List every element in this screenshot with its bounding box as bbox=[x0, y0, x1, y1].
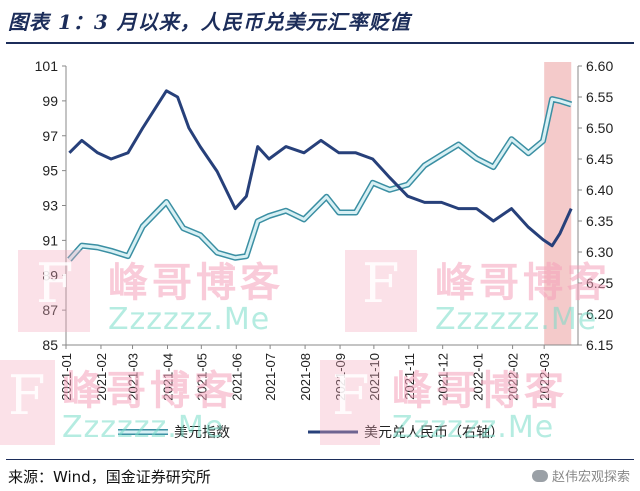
right-tick-label: 6.20 bbox=[586, 306, 613, 322]
right-tick-label: 6.55 bbox=[586, 89, 613, 105]
bottom-rule bbox=[6, 459, 634, 460]
x-tick-label: 2021-12 bbox=[436, 353, 451, 401]
right-tick-label: 6.15 bbox=[586, 337, 613, 353]
x-tick-label: 2022-01 bbox=[471, 353, 486, 401]
x-tick-label: 2021-06 bbox=[229, 353, 244, 401]
chart: 85 87 89 91 93 95 97 99 101 6.15 6.20 6.25 6.30 6.35 6… bbox=[35, 58, 614, 441]
wechat-icon bbox=[531, 469, 548, 482]
x-tick-label: 2021-05 bbox=[194, 353, 209, 401]
right-tick-label: 6.60 bbox=[586, 58, 613, 74]
corner-label: 赵伟宏观探索 bbox=[531, 466, 630, 485]
left-tick-label: 97 bbox=[42, 128, 58, 144]
usd-cny-line bbox=[68, 89, 573, 248]
legend-label-usd-cny: 美元兑人民币（右轴） bbox=[364, 425, 504, 441]
x-tick-label: 2022-02 bbox=[506, 353, 521, 401]
usd-index-line bbox=[68, 97, 572, 261]
source-note: 来源：Wind，国金证券研究所 bbox=[8, 468, 211, 486]
chart-title: 图表 1：3 月以来，人民币兑美元汇率贬值 bbox=[8, 10, 411, 34]
x-tick-label: 2021-11 bbox=[402, 353, 417, 400]
right-tick-label: 6.40 bbox=[586, 182, 613, 198]
right-tick-label: 6.50 bbox=[586, 120, 613, 136]
right-tick-label: 6.35 bbox=[586, 213, 613, 229]
right-tick-label: 6.30 bbox=[586, 244, 613, 260]
x-tick-label: 2021-09 bbox=[333, 353, 348, 401]
left-tick-label: 85 bbox=[42, 337, 58, 353]
x-tick-label: 2021-02 bbox=[94, 353, 109, 401]
left-tick-label: 93 bbox=[42, 198, 58, 214]
x-tick-label: 2021-01 bbox=[59, 353, 74, 401]
left-tick-label: 91 bbox=[42, 232, 58, 248]
title-rule bbox=[6, 42, 634, 44]
right-tick-label: 6.45 bbox=[586, 151, 613, 167]
left-tick-label: 99 bbox=[42, 93, 58, 109]
left-tick-label: 101 bbox=[35, 58, 59, 74]
x-tick-label: 2021-04 bbox=[160, 353, 175, 401]
left-tick-label: 95 bbox=[42, 163, 58, 179]
x-tick-label: 2021-10 bbox=[367, 353, 382, 401]
x-tick-label: 2021-08 bbox=[298, 353, 313, 401]
right-tick-label: 6.25 bbox=[586, 275, 613, 291]
left-tick-label: 87 bbox=[42, 302, 58, 318]
x-tick-label: 2021-07 bbox=[263, 353, 278, 401]
left-tick-label: 89 bbox=[42, 267, 58, 283]
corner-label-text: 赵伟宏观探索 bbox=[551, 470, 630, 485]
x-tick-label: 2022-03 bbox=[537, 353, 552, 401]
legend-label-usd-index: 美元指数 bbox=[174, 425, 230, 441]
x-tick-label: 2021-03 bbox=[126, 353, 141, 401]
